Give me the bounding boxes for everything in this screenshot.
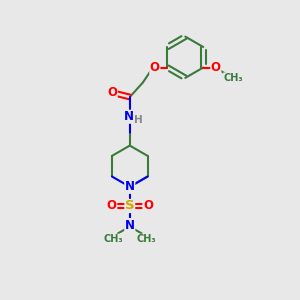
Text: O: O [107,86,117,99]
Text: O: O [150,61,160,74]
Text: N: N [125,180,135,193]
Text: H: H [134,115,142,125]
Text: N: N [124,110,134,123]
Text: O: O [143,200,153,212]
Text: O: O [106,200,116,212]
Text: O: O [211,61,221,74]
Text: N: N [125,219,135,232]
Text: CH₃: CH₃ [224,73,243,83]
Text: S: S [125,200,135,212]
Text: CH₃: CH₃ [136,234,156,244]
Text: CH₃: CH₃ [104,234,123,244]
